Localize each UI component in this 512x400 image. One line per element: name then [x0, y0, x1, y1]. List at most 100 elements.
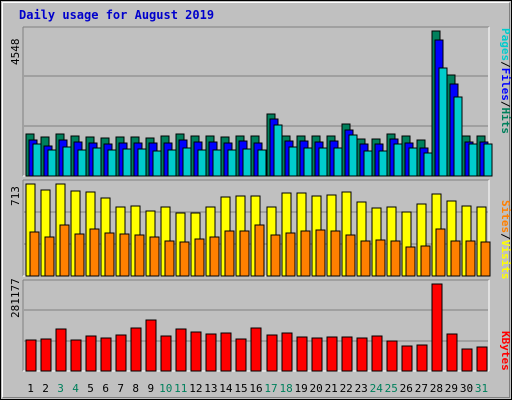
bar-kbytes-day-7	[115, 334, 127, 372]
bar-kbytes-day-8	[130, 327, 142, 372]
bar-kbytes-day-20	[311, 337, 323, 372]
bar-pages-day-2	[47, 149, 57, 177]
legend-item: /	[499, 101, 512, 108]
legend-text: Sites/Visits	[499, 200, 512, 280]
legend-item: Hits	[499, 108, 512, 135]
x-label-day-26: 26	[400, 382, 413, 395]
bar-kbytes-day-3	[55, 328, 67, 372]
bar-sites-day-18	[285, 232, 296, 277]
bar-sites-day-16	[254, 224, 265, 277]
x-label-day-19: 19	[294, 382, 307, 395]
bar-sites-day-24	[375, 239, 386, 277]
bar-pages-day-22	[348, 134, 358, 177]
bar-sites-day-15	[239, 230, 250, 277]
bar-sites-day-22	[345, 234, 356, 277]
bar-sites-day-20	[315, 229, 326, 277]
bar-sites-day-12	[194, 238, 205, 277]
bar-pages-day-24	[378, 150, 388, 177]
bar-pages-day-23	[363, 150, 373, 177]
x-label-day-18: 18	[279, 382, 292, 395]
bar-pages-day-7	[122, 148, 132, 177]
bar-pages-day-16	[257, 149, 267, 177]
bar-sites-day-5	[89, 228, 100, 277]
bar-sites-day-13	[209, 236, 220, 277]
bar-kbytes-day-31	[476, 346, 488, 372]
bar-sites-day-2	[44, 236, 55, 277]
bar-sites-day-26	[405, 246, 416, 277]
x-label-day-1: 1	[27, 382, 34, 395]
bar-pages-day-20	[318, 147, 328, 177]
legend-text: KBytes	[499, 331, 512, 371]
legend-text: Pages/Files/Hits	[499, 28, 512, 134]
bar-kbytes-day-4	[70, 339, 82, 372]
bar-sites-day-31	[480, 241, 491, 277]
legend-sites-visits: Sites/Visits	[499, 200, 512, 280]
x-label-day-5: 5	[87, 382, 94, 395]
bar-pages-day-11	[182, 147, 192, 177]
x-label-day-12: 12	[189, 382, 202, 395]
bar-sites-day-19	[300, 230, 311, 277]
x-label-day-3: 3	[57, 382, 64, 395]
ymax-label-kbytes: 281177	[9, 278, 22, 318]
bar-pages-day-31	[483, 143, 493, 177]
bar-kbytes-day-1	[25, 339, 37, 372]
bar-sites-day-25	[390, 240, 401, 277]
bar-kbytes-day-25	[386, 340, 398, 372]
x-label-day-11: 11	[174, 382, 187, 395]
x-label-day-8: 8	[132, 382, 139, 395]
x-axis-day-labels: 1 2 3 4 5 6 7 8 9 10 11 12 13 14 15 16 17 18 19 20 21 22 23 24 2…	[27, 382, 488, 395]
bar-kbytes-day-21	[326, 336, 338, 372]
ymax-label-pages-files-hits: 4548	[9, 39, 22, 66]
x-label-day-4: 4	[72, 382, 79, 395]
x-label-day-9: 9	[147, 382, 154, 395]
bar-kbytes-day-5	[85, 335, 97, 372]
bars-kbytes	[22, 279, 490, 372]
bar-pages-day-25	[393, 143, 403, 177]
bars-sites-visits	[22, 179, 491, 277]
bar-pages-day-12	[197, 149, 207, 177]
x-label-day-13: 13	[204, 382, 217, 395]
bar-kbytes-day-24	[371, 335, 383, 372]
chart-title: Daily usage for August 2019	[19, 8, 214, 22]
bar-kbytes-day-28	[431, 283, 443, 372]
bar-kbytes-day-22	[341, 336, 353, 372]
x-label-day-10: 10	[159, 382, 172, 395]
bar-pages-day-8	[137, 148, 147, 177]
legend-item: Files	[499, 68, 512, 101]
legend-item: Pages	[499, 28, 512, 61]
bar-pages-day-14	[227, 149, 237, 177]
bar-sites-day-23	[360, 240, 371, 277]
x-label-day-31: 31	[475, 382, 488, 395]
bar-pages-day-13	[212, 149, 222, 177]
bar-kbytes-day-9	[145, 319, 157, 372]
bar-kbytes-day-17	[266, 334, 278, 372]
bar-sites-day-10	[164, 240, 175, 277]
bar-kbytes-day-29	[446, 333, 458, 372]
legend-item: /	[499, 61, 512, 68]
bar-pages-day-26	[408, 147, 418, 177]
bar-sites-day-30	[465, 240, 476, 277]
legend-item: KBytes	[499, 331, 512, 371]
x-label-day-14: 14	[219, 382, 233, 395]
bar-pages-day-27	[423, 152, 433, 177]
bar-sites-day-14	[224, 230, 235, 277]
x-label-day-30: 30	[460, 382, 473, 395]
bar-pages-day-3	[62, 146, 72, 177]
bar-pages-day-21	[333, 147, 343, 177]
bar-pages-day-29	[453, 96, 463, 177]
x-label-day-2: 2	[42, 382, 49, 395]
x-label-day-27: 27	[415, 382, 428, 395]
panel-pages-files-hits: 4548 Pages/Files/Hits	[9, 26, 512, 177]
x-label-day-20: 20	[309, 382, 322, 395]
bar-sites-day-8	[134, 234, 145, 277]
bar-sites-day-4	[74, 233, 85, 277]
legend-kbytes: KBytes	[499, 331, 512, 371]
panel-sites-visits: 713 Sites/Visits	[9, 179, 512, 280]
x-label-day-28: 28	[430, 382, 443, 395]
legend-item: Sites	[499, 200, 512, 233]
ymax-label-sites-visits: 713	[9, 186, 22, 206]
x-label-day-24: 24	[370, 382, 384, 395]
bar-kbytes-day-2	[40, 338, 52, 372]
x-label-day-6: 6	[102, 382, 109, 395]
